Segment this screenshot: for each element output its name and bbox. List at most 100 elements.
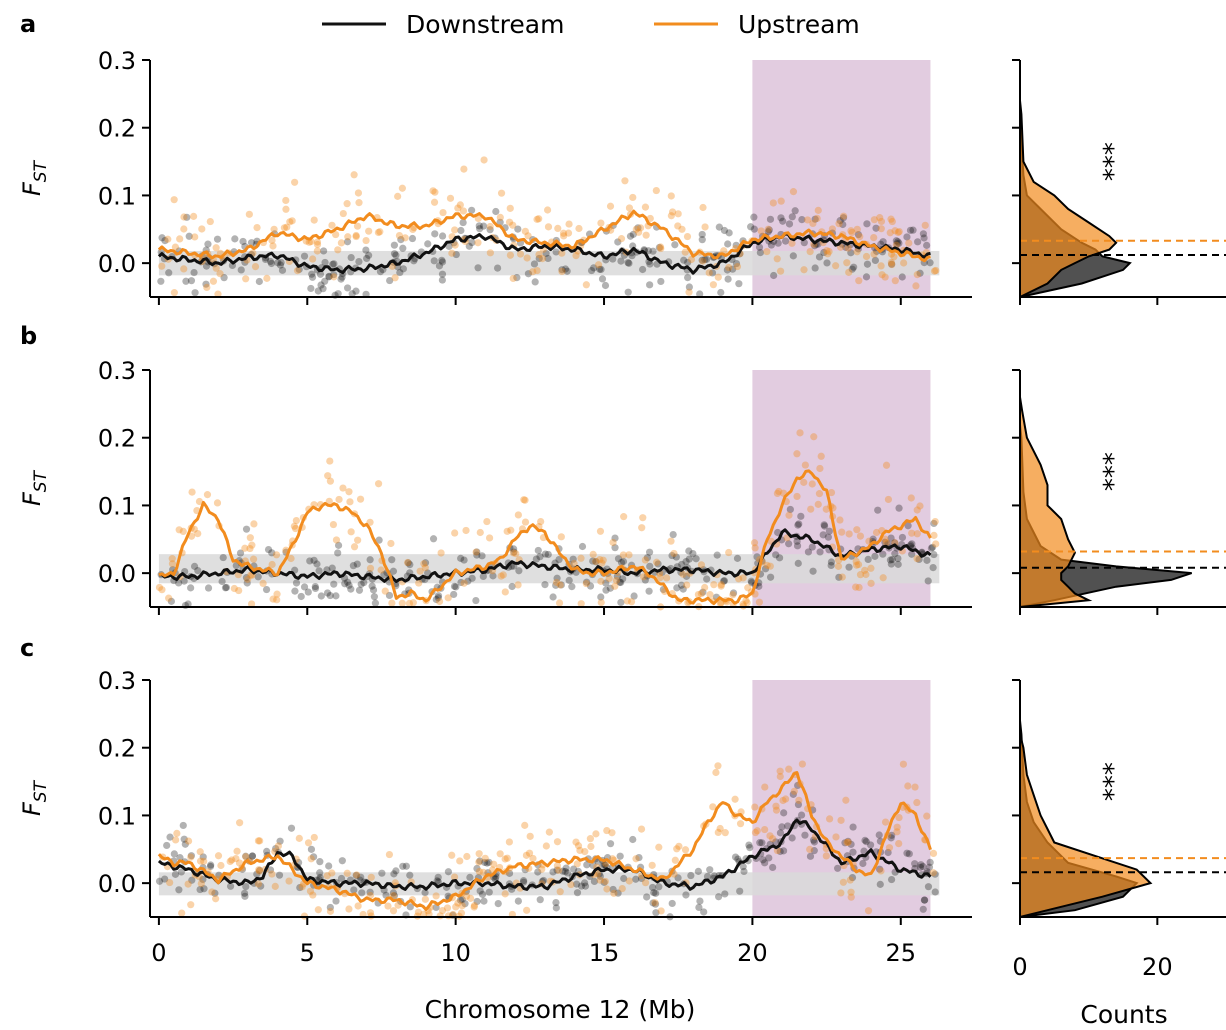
downstream-point (175, 886, 183, 894)
upstream-point (854, 560, 863, 569)
upstream-point (652, 186, 660, 195)
upstream-point (329, 520, 338, 529)
upstream-point (714, 762, 722, 770)
downstream-point (888, 260, 896, 268)
upstream-point (776, 767, 784, 775)
upstream-point (929, 849, 938, 858)
upstream-point (916, 502, 924, 510)
downstream-point (185, 232, 193, 240)
upstream-point (346, 498, 354, 506)
upstream-point (923, 812, 931, 820)
downstream-point (614, 238, 622, 246)
upstream-point (712, 768, 720, 777)
upstream-point (280, 224, 289, 232)
upstream-point (761, 783, 769, 791)
downstream-point (590, 264, 598, 272)
downstream-point (731, 853, 740, 861)
upstream-point (233, 847, 241, 855)
upstream-point (815, 490, 824, 498)
downstream-point (158, 234, 166, 242)
downstream-point (739, 863, 747, 871)
upstream-point (362, 236, 370, 245)
upstream-point (835, 220, 843, 228)
downstream-point (624, 258, 632, 267)
downstream-point (352, 871, 360, 880)
downstream-point (366, 556, 374, 564)
upstream-point (621, 177, 629, 185)
downstream-point (736, 887, 744, 895)
downstream-point (188, 876, 196, 884)
downstream-point (827, 558, 836, 566)
upstream-point (862, 252, 871, 261)
upstream-point (490, 860, 498, 868)
downstream-point (750, 225, 758, 233)
upstream-point (731, 795, 739, 803)
downstream-point (199, 875, 207, 884)
downstream-point (589, 557, 597, 565)
downstream-point (887, 875, 896, 884)
upstream-point (439, 208, 447, 217)
upstream-point (891, 277, 899, 285)
downstream-point (745, 841, 753, 849)
downstream-point (614, 555, 623, 563)
y-axis-label: FST (18, 469, 51, 506)
downstream-point (468, 238, 476, 247)
downstream-point (755, 243, 764, 251)
upstream-point (697, 561, 706, 569)
downstream-point (789, 252, 797, 260)
downstream-point (562, 864, 570, 872)
downstream-point (798, 215, 806, 224)
histogram-b: *** (1012, 369, 1226, 615)
upstream-point (751, 828, 760, 837)
downstream-point (349, 562, 358, 570)
downstream-point (570, 865, 578, 873)
downstream-point (804, 548, 813, 556)
downstream-point (479, 572, 487, 581)
downstream-point (699, 588, 707, 596)
downstream-point (177, 868, 185, 876)
downstream-point (619, 575, 627, 583)
downstream-point (390, 241, 398, 249)
x-axis-label: Chromosome 12 (Mb) (425, 995, 696, 1024)
upstream-point (806, 845, 814, 854)
downstream-point (325, 272, 333, 280)
downstream-point (750, 213, 758, 221)
upstream-point (409, 599, 417, 607)
upstream-point (212, 244, 220, 252)
downstream-point (879, 238, 887, 246)
upstream-point (283, 223, 291, 231)
downstream-point (684, 258, 692, 267)
upstream-point (248, 541, 256, 549)
downstream-point (673, 584, 681, 592)
upstream-point (629, 193, 637, 202)
upstream-point (685, 288, 693, 296)
downstream-point (600, 878, 608, 886)
upstream-point (503, 527, 511, 535)
upstream-point (208, 888, 216, 896)
upstream-point (485, 534, 494, 542)
upstream-point (796, 429, 804, 437)
downstream-point (248, 852, 257, 860)
downstream-point (465, 242, 473, 250)
downstream-point (385, 591, 394, 600)
downstream-point (505, 869, 514, 877)
downstream-point (793, 537, 801, 545)
upstream-point (367, 912, 375, 920)
upstream-point (844, 244, 852, 252)
downstream-point (450, 582, 459, 590)
upstream-point (710, 581, 718, 589)
downstream-point (256, 866, 264, 874)
upstream-point (168, 555, 176, 563)
upstream-point (612, 576, 621, 585)
upstream-point (801, 461, 809, 469)
upstream-point (853, 248, 861, 256)
upstream-point (438, 906, 447, 915)
upstream-point (560, 232, 568, 240)
downstream-point (678, 560, 686, 569)
downstream-point (317, 592, 325, 600)
upstream-point (282, 196, 290, 205)
downstream-point (390, 870, 398, 878)
upstream-point (232, 854, 240, 863)
downstream-point (287, 824, 296, 832)
upstream-point (394, 192, 402, 200)
